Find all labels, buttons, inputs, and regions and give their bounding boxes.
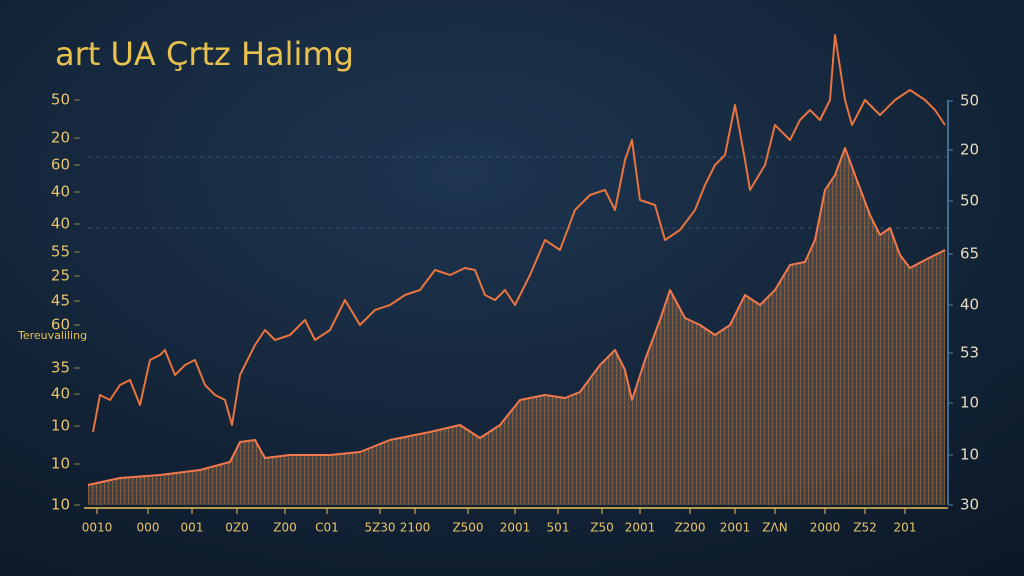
x-tick-label: Z00	[273, 521, 297, 535]
y-tick-label: 60	[51, 156, 70, 174]
line	[92, 34, 946, 433]
y-tick-label: 10	[51, 417, 70, 435]
x-tick-label: Z500	[452, 521, 483, 535]
y-tick-label: 25	[51, 267, 70, 285]
x-tick-label: 2000	[810, 521, 841, 535]
x-tick-label: 000	[137, 521, 160, 535]
x-tick-label: 001	[181, 521, 204, 535]
y-tick-label: 60	[51, 316, 70, 334]
y2-tick-label: 40	[960, 296, 979, 314]
y-tick-label: 50	[51, 91, 70, 109]
x-tick-label: 501	[547, 521, 570, 535]
x-tick-label: 2001	[720, 521, 751, 535]
y2-tick-label: 20	[960, 141, 979, 159]
x-tick-label: ZΛN	[762, 521, 787, 535]
y-tick-label: 55	[51, 243, 70, 261]
y-tick-label: 45	[51, 292, 70, 310]
line	[87, 147, 946, 486]
y-axis-label: Tereuvaliling	[17, 329, 87, 342]
area	[88, 148, 945, 505]
x-tick-label: Z200	[674, 521, 705, 535]
plot: 50 20 60 40 40 55 25 45 60 35 40 10 10 10 50 20 50 65 40 53…	[51, 34, 979, 535]
y2-tick-label: 10	[960, 446, 979, 464]
y-tick-label: 20	[51, 129, 70, 147]
x-tick-label: 5Z30	[364, 521, 395, 535]
x-tick-label: Z50	[590, 521, 614, 535]
y-tick-label: 40	[51, 183, 70, 201]
x-tick-label: 0010	[82, 521, 113, 535]
y2-tick-label: 65	[960, 245, 979, 263]
y2-tick-label: 10	[960, 394, 979, 412]
x-tick-label: C01	[315, 521, 339, 535]
x-tick-label: 2100	[400, 521, 431, 535]
x-tick-label: Z52	[853, 521, 877, 535]
y2-tick-label: 50	[960, 92, 979, 110]
y2-tick-label: 30	[960, 496, 979, 514]
y-tick-label: 10	[51, 455, 70, 473]
x-tick-label: 2001	[500, 521, 531, 535]
x-tick-label: 2001	[625, 521, 656, 535]
y-tick-label: 10	[51, 496, 70, 514]
y-tick-label: 40	[51, 385, 70, 403]
x-tick-label: 0Z0	[225, 521, 249, 535]
y2-tick-label: 53	[960, 344, 979, 362]
x-tick-label: 201	[894, 521, 917, 535]
y-tick-label: 35	[51, 359, 70, 377]
y-tick-label: 40	[51, 215, 70, 233]
y2-tick-label: 50	[960, 192, 979, 210]
chart-title: art UA Çrtz Halimg	[55, 35, 354, 73]
